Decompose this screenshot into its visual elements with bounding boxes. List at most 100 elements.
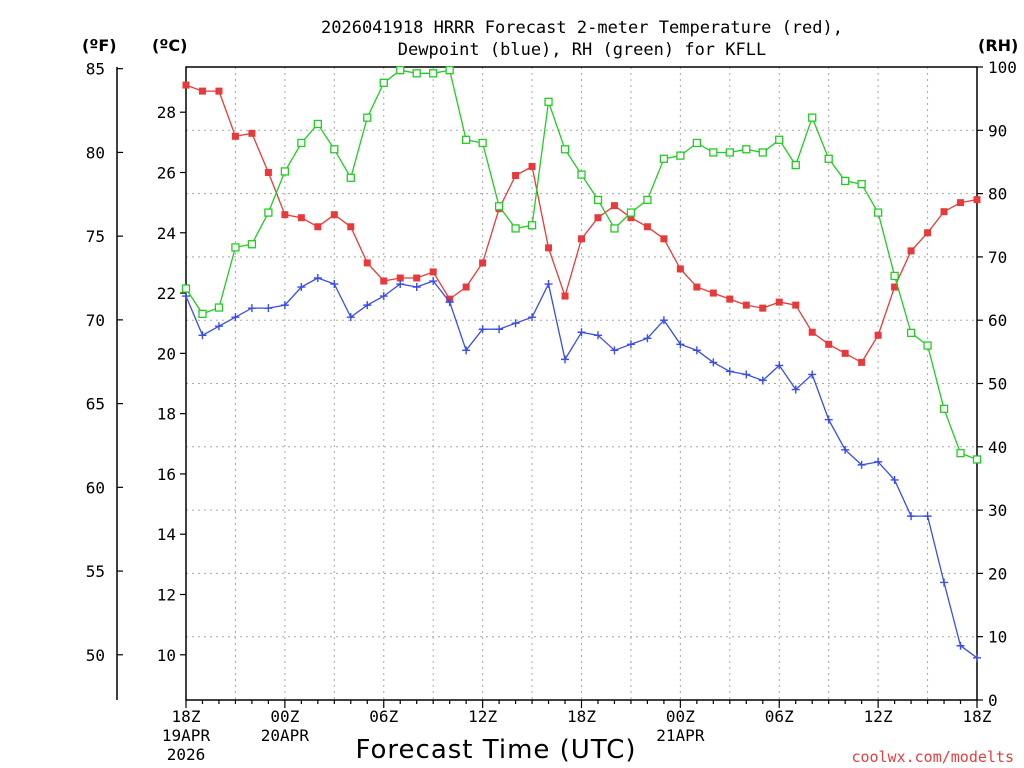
rh-point: [346, 173, 355, 182]
celsius-tick-label: 12: [157, 586, 176, 605]
x-tick-label: 06Z: [765, 707, 794, 726]
rh-tick-label: 10: [988, 628, 1007, 647]
temperature-point: [874, 331, 882, 339]
temperature-point: [528, 162, 536, 170]
rh-point: [775, 135, 784, 144]
dewpoint-point: [528, 313, 537, 322]
x-tick-label: 12Z: [468, 707, 497, 726]
dewpoint-point: [346, 313, 355, 322]
dewpoint-point: [907, 512, 916, 521]
dewpoint-point: [923, 512, 932, 521]
dewpoint-point: [280, 301, 289, 310]
temperature-point: [413, 274, 421, 282]
x-tick-label: 18Z: [567, 707, 596, 726]
dewpoint-point: [379, 292, 388, 301]
rh-point: [478, 138, 487, 148]
dewpoint-point: [561, 355, 570, 364]
dewpoint-point: [841, 445, 850, 454]
x-tick-label: 20APR: [261, 726, 310, 745]
temperature-point: [479, 259, 487, 267]
temperature-point: [610, 202, 618, 210]
rh-point: [709, 148, 718, 157]
temperature-point: [363, 259, 371, 267]
dewpoint-point: [297, 283, 306, 292]
celsius-tick-label: 28: [157, 103, 176, 122]
rh-point: [939, 404, 949, 413]
temperature-point: [347, 223, 355, 231]
temperature-point: [231, 132, 239, 140]
fahrenheit-tick-label: 60: [86, 478, 105, 497]
rh-point: [923, 341, 932, 350]
dewpoint-point: [511, 319, 520, 328]
dewpoint-point: [775, 361, 784, 370]
x-tick-label: 00Z: [270, 707, 299, 726]
chart-title: 2026041918 HRRR Forecast 2-meter Tempera…: [321, 18, 843, 60]
rh-point: [544, 97, 553, 106]
dewpoint-point: [198, 331, 207, 340]
temperature-point: [858, 358, 866, 366]
temperature-point: [660, 235, 668, 243]
rh-point: [560, 145, 570, 154]
fahrenheit-tick-label: 80: [86, 143, 105, 162]
dewpoint-point: [940, 578, 949, 587]
rh-point: [824, 154, 833, 163]
rh-point: [247, 240, 257, 249]
dewpoint-point: [247, 304, 256, 313]
dewpoint-point: [824, 415, 833, 424]
rh-point: [791, 160, 800, 170]
dewpoint-point: [808, 370, 817, 379]
rh-point: [956, 448, 965, 458]
x-tick-label: 2026: [167, 745, 206, 764]
rh-point: [676, 151, 685, 160]
temperature-point: [693, 283, 701, 291]
rh-tick-label: 90: [988, 121, 1007, 140]
rh-point: [742, 145, 751, 154]
x-tick-label: 00Z: [666, 707, 695, 726]
temperature-point: [545, 244, 553, 252]
rh-point: [214, 303, 224, 312]
rh-point: [610, 224, 619, 233]
rh-point: [396, 66, 405, 75]
temperature-point: [396, 274, 404, 282]
rh-point: [873, 208, 883, 217]
dewpoint-point: [478, 325, 487, 334]
temperature-point: [907, 247, 915, 255]
rh-point: [445, 66, 454, 75]
rh-point: [511, 224, 520, 233]
fahrenheit-unit-label: (ºF): [82, 36, 117, 55]
rh-tick-label: 60: [988, 311, 1007, 330]
temperature-point: [314, 223, 322, 231]
x-axis-title: Forecast Time (UTC): [355, 735, 636, 765]
rh-point: [758, 148, 767, 157]
temperature-point: [841, 349, 849, 357]
dewpoint-point: [791, 385, 800, 394]
temperature-point: [561, 292, 569, 300]
x-tick-label: 19APR: [162, 726, 211, 745]
dewpoint-point: [577, 328, 586, 337]
rh-tick-label: 70: [988, 248, 1007, 267]
rh-point: [330, 145, 339, 154]
rh-point: [857, 179, 866, 189]
dewpoint-point: [593, 331, 602, 340]
gridlines: [186, 67, 977, 700]
temperature-point: [726, 295, 734, 303]
rh-point: [808, 113, 817, 122]
temperature-point: [808, 328, 816, 336]
dewpoint-point: [412, 283, 421, 292]
rh-tick-label: 0: [988, 691, 998, 710]
temperature-point: [891, 283, 899, 291]
temperature-point: [627, 214, 635, 222]
fahrenheit-tick-label: 50: [86, 646, 105, 665]
temperature-point: [330, 211, 338, 219]
dewpoint-point: [857, 460, 866, 469]
temperature-point: [957, 199, 965, 207]
temperature-point: [215, 87, 223, 95]
temperature-point: [429, 268, 437, 276]
celsius-tick-label: 26: [157, 164, 176, 183]
temperature-point: [594, 214, 602, 222]
rh-point: [659, 154, 669, 163]
temperature-point: [924, 229, 932, 237]
x-tick-label: 06Z: [369, 707, 398, 726]
x-tick-label: 12Z: [864, 707, 893, 726]
temperature-point: [940, 208, 948, 216]
